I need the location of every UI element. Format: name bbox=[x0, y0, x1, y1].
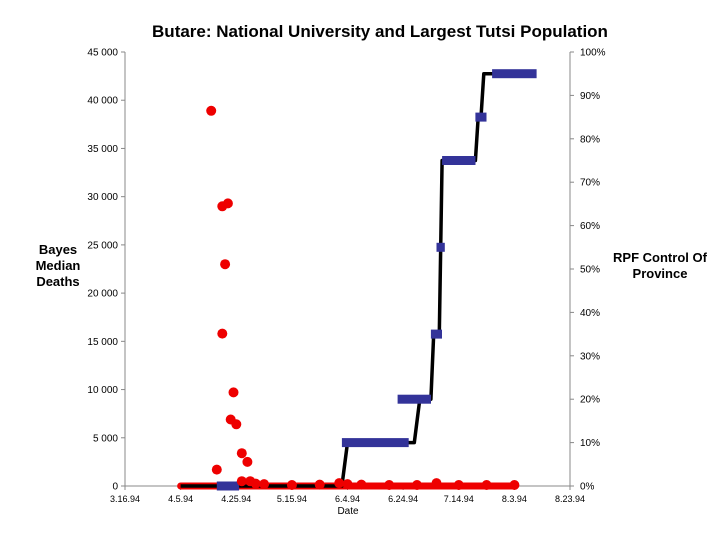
right-y-tick-label: 10% bbox=[580, 438, 600, 449]
right-y-tick-label: 60% bbox=[580, 221, 600, 232]
death-point bbox=[236, 476, 247, 487]
right-y-tick-label: 0% bbox=[580, 482, 595, 493]
rpf-control-marker bbox=[492, 69, 537, 79]
x-tick-label: 4.5.94 bbox=[168, 494, 193, 504]
death-point bbox=[286, 480, 297, 490]
rpf-control-marker bbox=[475, 112, 487, 122]
death-point bbox=[412, 480, 422, 490]
death-point bbox=[314, 479, 325, 490]
rpf-control-marker bbox=[436, 242, 445, 252]
x-tick-label: 4.25.94 bbox=[221, 494, 251, 504]
left-y-tick-label: 15 000 bbox=[87, 337, 118, 348]
left-y-tick-label: 25 000 bbox=[87, 240, 118, 251]
x-tick-label: 3.16.94 bbox=[110, 494, 140, 504]
death-point bbox=[217, 328, 228, 339]
death-point bbox=[220, 259, 231, 270]
death-point bbox=[231, 419, 242, 430]
x-tick-label: 8.3.94 bbox=[502, 494, 527, 504]
right-y-tick-label: 40% bbox=[580, 308, 600, 319]
left-y-tick-label: 20 000 bbox=[87, 289, 118, 300]
x-axis-label: Date bbox=[337, 506, 359, 517]
death-point bbox=[250, 478, 261, 489]
right-y-tick-label: 70% bbox=[580, 178, 600, 189]
rpf-control-marker bbox=[442, 156, 476, 165]
x-tick-label: 8.23.94 bbox=[555, 494, 585, 504]
death-point bbox=[342, 479, 353, 490]
rpf-control-marker bbox=[430, 329, 442, 339]
left-y-tick-label: 0 bbox=[112, 482, 118, 493]
left-y-tick-label: 40 000 bbox=[87, 96, 118, 107]
death-point bbox=[222, 198, 233, 209]
right-y-tick-label: 30% bbox=[580, 351, 600, 362]
death-point bbox=[431, 478, 442, 489]
right-y-tick-label: 80% bbox=[580, 134, 600, 145]
death-point bbox=[206, 105, 217, 116]
rpf-control-marker bbox=[397, 394, 431, 404]
left-y-tick-label: 45 000 bbox=[87, 48, 118, 59]
x-tick-label: 5.15.94 bbox=[277, 494, 307, 504]
rpf-control-marker bbox=[341, 438, 409, 448]
right-y-tick-label: 90% bbox=[580, 91, 600, 102]
death-point bbox=[384, 480, 395, 490]
left-y-tick-label: 35 000 bbox=[87, 144, 118, 155]
right-y-tick-label: 100% bbox=[580, 48, 606, 59]
x-tick-label: 6.24.94 bbox=[388, 494, 418, 504]
right-y-axis-ticks: 0% 10% 20% 30% 40% 50% 60% 70% 80% 90% 100% bbox=[570, 48, 606, 493]
death-point bbox=[509, 480, 520, 490]
death-point bbox=[211, 464, 222, 475]
axes bbox=[124, 52, 571, 487]
x-tick-label: 6.4.94 bbox=[335, 494, 360, 504]
chart-title: Butare: National University and Largest … bbox=[152, 22, 608, 41]
death-point bbox=[242, 456, 253, 467]
left-y-axis-label: Bayes Median Deaths bbox=[35, 242, 81, 289]
right-y-axis-label: RPF Control Of Province bbox=[613, 250, 707, 281]
death-point bbox=[481, 480, 492, 490]
right-y-tick-label: 50% bbox=[580, 265, 600, 276]
death-point bbox=[453, 480, 464, 490]
rpf-control-marker bbox=[216, 481, 240, 491]
left-y-tick-label: 10 000 bbox=[87, 385, 118, 396]
death-point bbox=[236, 448, 247, 459]
death-point bbox=[334, 478, 345, 489]
death-point bbox=[228, 387, 239, 398]
right-y-tick-label: 20% bbox=[580, 395, 600, 406]
series-layer bbox=[177, 69, 537, 491]
x-tick-label: 7.14.94 bbox=[444, 494, 474, 504]
left-y-tick-label: 5 000 bbox=[93, 433, 118, 444]
death-point bbox=[259, 479, 270, 490]
death-point bbox=[356, 479, 367, 490]
left-y-tick-label: 30 000 bbox=[87, 192, 118, 203]
left-y-axis-ticks: 0 5 000 10 000 15 000 20 000 25 000 30 000 35 0… bbox=[87, 48, 125, 493]
